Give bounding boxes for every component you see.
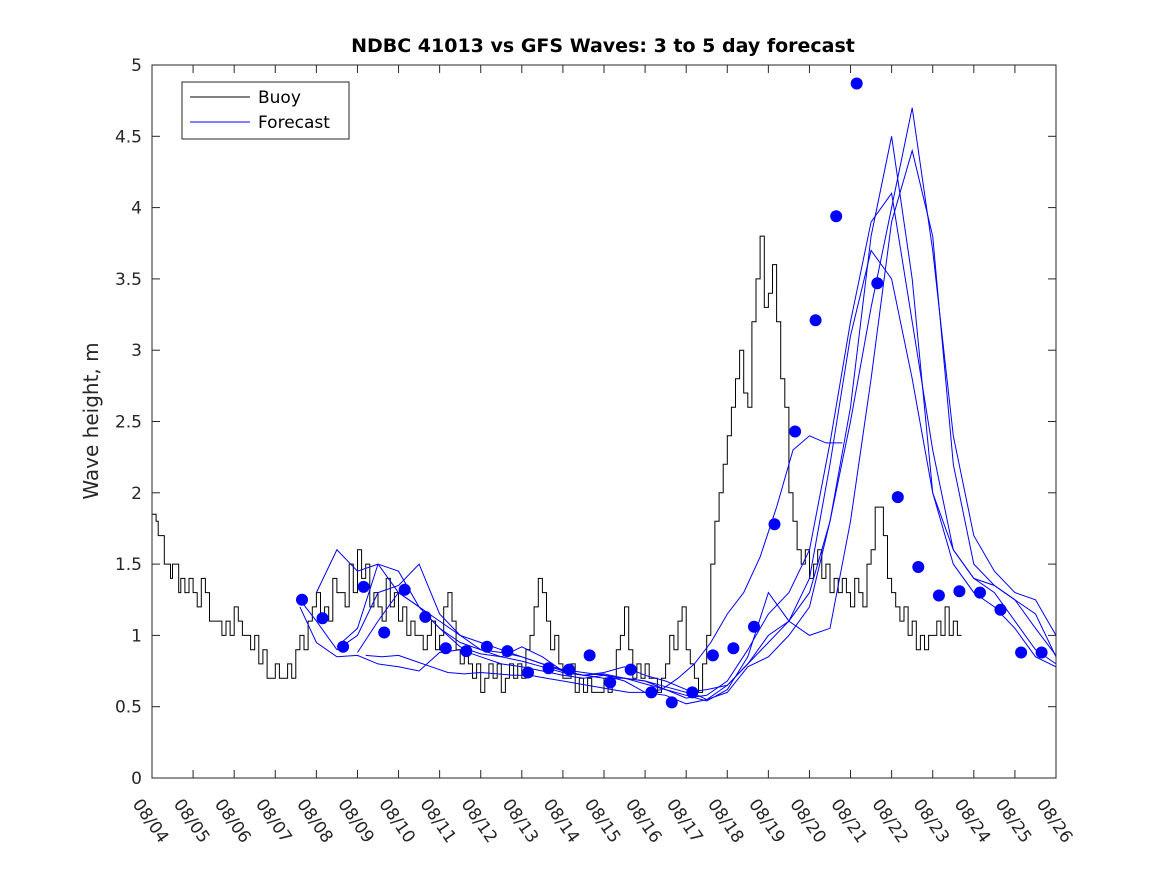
x-tick-label: 08/17 xyxy=(662,795,706,847)
forecast-marker xyxy=(316,612,329,625)
y-tick-label: 1.5 xyxy=(115,555,142,575)
forecast-marker xyxy=(398,583,411,596)
x-tick-label: 08/16 xyxy=(621,795,665,847)
forecast-marker xyxy=(665,696,678,709)
x-tick-label: 08/09 xyxy=(333,795,377,847)
forecast-marker xyxy=(378,626,391,639)
forecast-marker xyxy=(563,663,576,676)
y-tick-label: 0.5 xyxy=(115,698,142,718)
forecast-marker xyxy=(419,610,432,623)
x-tick-label: 08/10 xyxy=(374,795,418,847)
forecast-marker xyxy=(460,645,473,658)
x-tick-label: 08/26 xyxy=(1032,795,1076,847)
forecast-marker xyxy=(480,640,493,653)
forecast-marker xyxy=(891,491,904,504)
x-tick-label: 08/20 xyxy=(785,795,829,847)
x-tick-label: 08/06 xyxy=(210,795,254,847)
x-tick-label: 08/23 xyxy=(909,795,953,847)
y-tick-label: 3 xyxy=(131,341,142,361)
forecast-marker xyxy=(871,277,884,290)
forecast-marker xyxy=(789,425,802,438)
forecast-marker xyxy=(357,580,370,593)
y-tick-label: 4 xyxy=(131,199,142,219)
forecast-marker xyxy=(645,686,658,699)
axis-layer xyxy=(151,64,1057,779)
y-tick-label: 1 xyxy=(131,626,142,646)
x-tick-label: 08/22 xyxy=(868,795,912,847)
x-tick-label: 08/25 xyxy=(991,795,1035,847)
forecast-marker xyxy=(583,649,596,662)
forecast-marker xyxy=(1015,646,1028,659)
forecast-marker xyxy=(706,649,719,662)
x-tick-label: 08/18 xyxy=(703,795,747,847)
x-tick-label: 08/24 xyxy=(950,795,994,847)
x-tick-label: 08/07 xyxy=(251,795,295,847)
legend-box xyxy=(181,81,350,140)
forecast-marker xyxy=(932,589,945,602)
forecast-series-line-6 xyxy=(365,435,843,693)
x-tick-label: 08/13 xyxy=(498,795,542,847)
x-tick-label: 08/21 xyxy=(826,795,870,847)
x-tick-label: 08/05 xyxy=(169,795,213,847)
forecast-marker xyxy=(768,518,781,531)
data-layer xyxy=(152,77,1057,709)
plot-area xyxy=(151,64,1057,779)
y-tick-label: 2 xyxy=(131,484,142,504)
forecast-marker xyxy=(439,642,452,655)
forecast-marker xyxy=(830,210,843,223)
x-tick-label: 08/19 xyxy=(744,795,788,847)
forecast-marker xyxy=(809,314,822,327)
x-tick-labels: 08/0408/0508/0608/0708/0808/0908/1008/11… xyxy=(128,795,1076,847)
legend-forecast-label: Forecast xyxy=(258,113,330,133)
forecast-marker xyxy=(337,640,350,653)
forecast-marker xyxy=(542,662,555,675)
y-tick-label: 0 xyxy=(131,769,142,789)
forecast-marker xyxy=(501,645,514,658)
legend-buoy-label: Buoy xyxy=(258,88,301,108)
legend: Buoy Forecast xyxy=(181,81,350,140)
forecast-marker xyxy=(1035,646,1048,659)
x-tick-label: 08/14 xyxy=(539,795,583,847)
y-tick-label: 2.5 xyxy=(115,413,142,433)
forecast-marker xyxy=(953,585,966,598)
forecast-marker xyxy=(522,666,534,679)
forecast-series-line-1 xyxy=(299,136,1057,701)
forecast-series-line-5 xyxy=(357,192,1057,699)
forecast-marker xyxy=(974,586,986,599)
y-tick-label: 3.5 xyxy=(115,270,142,290)
y-tick-label: 4.5 xyxy=(115,127,142,147)
chart-title: NDBC 41013 vs GFS Waves: 3 to 5 day fore… xyxy=(351,35,855,57)
x-tick-label: 08/15 xyxy=(580,795,624,847)
forecast-marker xyxy=(912,561,925,573)
forecast-marker xyxy=(604,676,617,689)
forecast-marker xyxy=(850,77,863,90)
forecast-marker xyxy=(686,686,699,699)
forecast-marker xyxy=(296,593,308,606)
x-tick-label: 08/12 xyxy=(457,795,501,847)
y-axis-label: Wave height, m xyxy=(79,342,103,499)
x-tick-label: 08/08 xyxy=(292,795,336,847)
buoy-series-line xyxy=(152,235,962,693)
x-tick-label: 08/04 xyxy=(128,795,172,847)
forecast-marker xyxy=(748,620,760,633)
forecast-series-line-2 xyxy=(315,148,1057,702)
forecast-marker xyxy=(624,663,637,676)
x-tick-label: 08/11 xyxy=(416,795,460,847)
y-tick-label: 5 xyxy=(131,56,142,76)
forecast-marker xyxy=(994,603,1007,616)
forecast-marker xyxy=(727,642,740,655)
y-tick-labels: 0 0.5 1 1.5 2 2.5 3 3.5 4 4.5 5 xyxy=(115,56,142,789)
plot-frame xyxy=(152,65,1056,778)
